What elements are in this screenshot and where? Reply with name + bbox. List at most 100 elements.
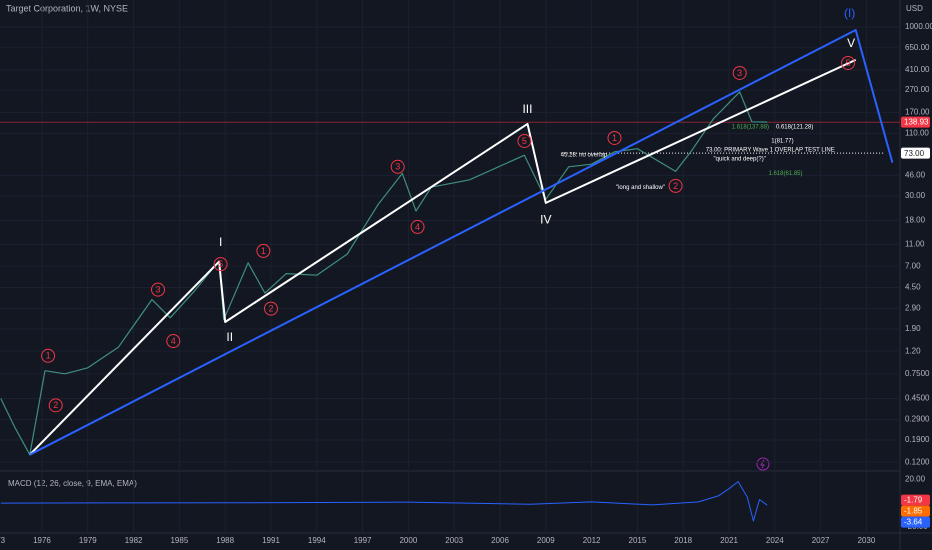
annotation: "long and shallow"	[616, 185, 665, 191]
x-tick-label: 1997	[354, 536, 372, 545]
y-tick-label: 4.50	[905, 283, 921, 292]
wave-number: 5	[846, 58, 851, 68]
wave-circle	[410, 219, 425, 234]
wave-number: 2	[53, 400, 58, 410]
wave-circle	[732, 65, 747, 80]
wave-circle	[390, 159, 405, 174]
annotation: 1(81.77)	[771, 139, 793, 145]
y-tick-label: 0.7500	[905, 369, 930, 378]
chart-title: Target Corporation, 1W, NYSE	[6, 3, 128, 13]
y-tick-label: 110.00	[905, 128, 929, 137]
wave-number: 3	[395, 162, 400, 172]
x-tick-label: 2030	[858, 536, 876, 545]
wave-label: V	[847, 36, 855, 50]
wave-number: 2	[268, 304, 273, 314]
y-tick-label: 0.2900	[905, 415, 930, 424]
price-badge-label: 138.93	[904, 118, 929, 127]
wave-line	[29, 29, 894, 456]
x-tick-label: 2015	[629, 536, 647, 545]
y-tick-label: 270.00	[905, 85, 930, 94]
x-tick-label: 1973	[0, 536, 6, 545]
x-tick-label: 2003	[445, 536, 463, 545]
x-tick-label: 2000	[399, 536, 417, 545]
wave-number: 5	[522, 136, 527, 146]
x-tick-label: 1991	[262, 536, 280, 545]
macd-badge-label: -3.64	[904, 518, 923, 527]
x-tick-label: 1988	[216, 536, 234, 545]
wave-label: II	[226, 330, 233, 344]
y-tick-label: 7.00	[905, 261, 921, 270]
wave-label: (I)	[844, 6, 855, 20]
wave-circle	[256, 243, 271, 258]
price-line	[0, 91, 768, 456]
annotation: 0.618(121.28)	[776, 124, 813, 130]
wave-circle	[213, 257, 228, 272]
y-tick-label: 0.1200	[905, 457, 930, 466]
macd-badge-label: -1.79	[904, 496, 923, 505]
wave-number: 1	[261, 246, 266, 256]
wave-number: 2	[673, 181, 678, 191]
x-tick-label: 2021	[720, 536, 738, 545]
wave-circle	[151, 282, 166, 297]
wave-circle	[517, 133, 532, 148]
wave-circle	[841, 55, 856, 70]
y-tick-label: 2.90	[905, 304, 921, 313]
y-tick-label: 30.00	[905, 191, 926, 200]
wave-label: IV	[540, 212, 551, 226]
wave-circle	[263, 301, 278, 316]
wave-number: 5	[218, 259, 223, 269]
x-tick-label: 1985	[170, 536, 188, 545]
wave-number: 3	[156, 285, 161, 295]
annotation: 1.618(61.85)	[768, 171, 802, 177]
macd-line	[0, 481, 768, 522]
x-tick-label: 2012	[583, 536, 601, 545]
macd-tick-label: 20.00	[905, 474, 926, 483]
macd-badge	[901, 516, 930, 528]
y-tick-label: 46.00	[905, 171, 926, 180]
y-tick-label: 0.4500	[905, 394, 930, 403]
x-tick-label: 2018	[674, 536, 692, 545]
y-tick-label: 1.20	[905, 346, 921, 355]
x-tick-label: 1994	[308, 536, 326, 545]
wave-number: 4	[171, 336, 176, 346]
y-tick-label: 1.90	[905, 324, 921, 333]
macd-badge	[901, 505, 930, 517]
wave-number: 1	[612, 133, 617, 143]
annotation: 1.618(137.88)	[732, 124, 769, 130]
annotation: 73.00: PRIMARY Wave 1 OVERLAP TEST LINE	[706, 148, 835, 154]
x-tick-label: 1976	[33, 536, 51, 545]
y-tick-label: 18.00	[905, 216, 926, 225]
wave-number: 4	[415, 222, 420, 232]
x-tick-label: 1982	[125, 536, 143, 545]
annotation: "quick and deep(?)"	[714, 156, 766, 162]
macd-title: MACD (12, 26, close, 9, EMA, EMA)	[8, 479, 137, 488]
x-tick-label: 2006	[491, 536, 509, 545]
y-tick-label: 11.00	[905, 239, 925, 248]
currency: USD	[906, 4, 923, 13]
wave-circle	[166, 334, 181, 349]
annotation: 45.28: no overlap	[561, 153, 608, 159]
y-tick-label: 650.00	[905, 43, 930, 52]
x-tick-label: 2009	[537, 536, 555, 545]
macd-badge	[901, 494, 930, 506]
price-badge-label: 73.00	[904, 149, 925, 158]
wave-number: 1	[46, 351, 51, 361]
wave-label: I	[219, 235, 222, 249]
x-tick-label: 2024	[766, 536, 784, 545]
wave-label: III	[522, 102, 532, 116]
y-tick-label: 1000.00	[905, 22, 932, 31]
wave-circle	[668, 178, 683, 193]
wave-circle	[41, 348, 56, 363]
x-tick-label: 1979	[79, 536, 97, 545]
wave-circle	[607, 130, 622, 145]
wave-circle	[48, 398, 63, 413]
x-tick-label: 2027	[812, 536, 830, 545]
wave-line	[29, 58, 857, 456]
price-badge	[901, 147, 930, 159]
price-badge	[901, 116, 930, 128]
y-tick-label: 170.00	[905, 108, 930, 117]
wave-number: 3	[737, 68, 742, 78]
y-tick-label: 410.00	[905, 65, 930, 74]
